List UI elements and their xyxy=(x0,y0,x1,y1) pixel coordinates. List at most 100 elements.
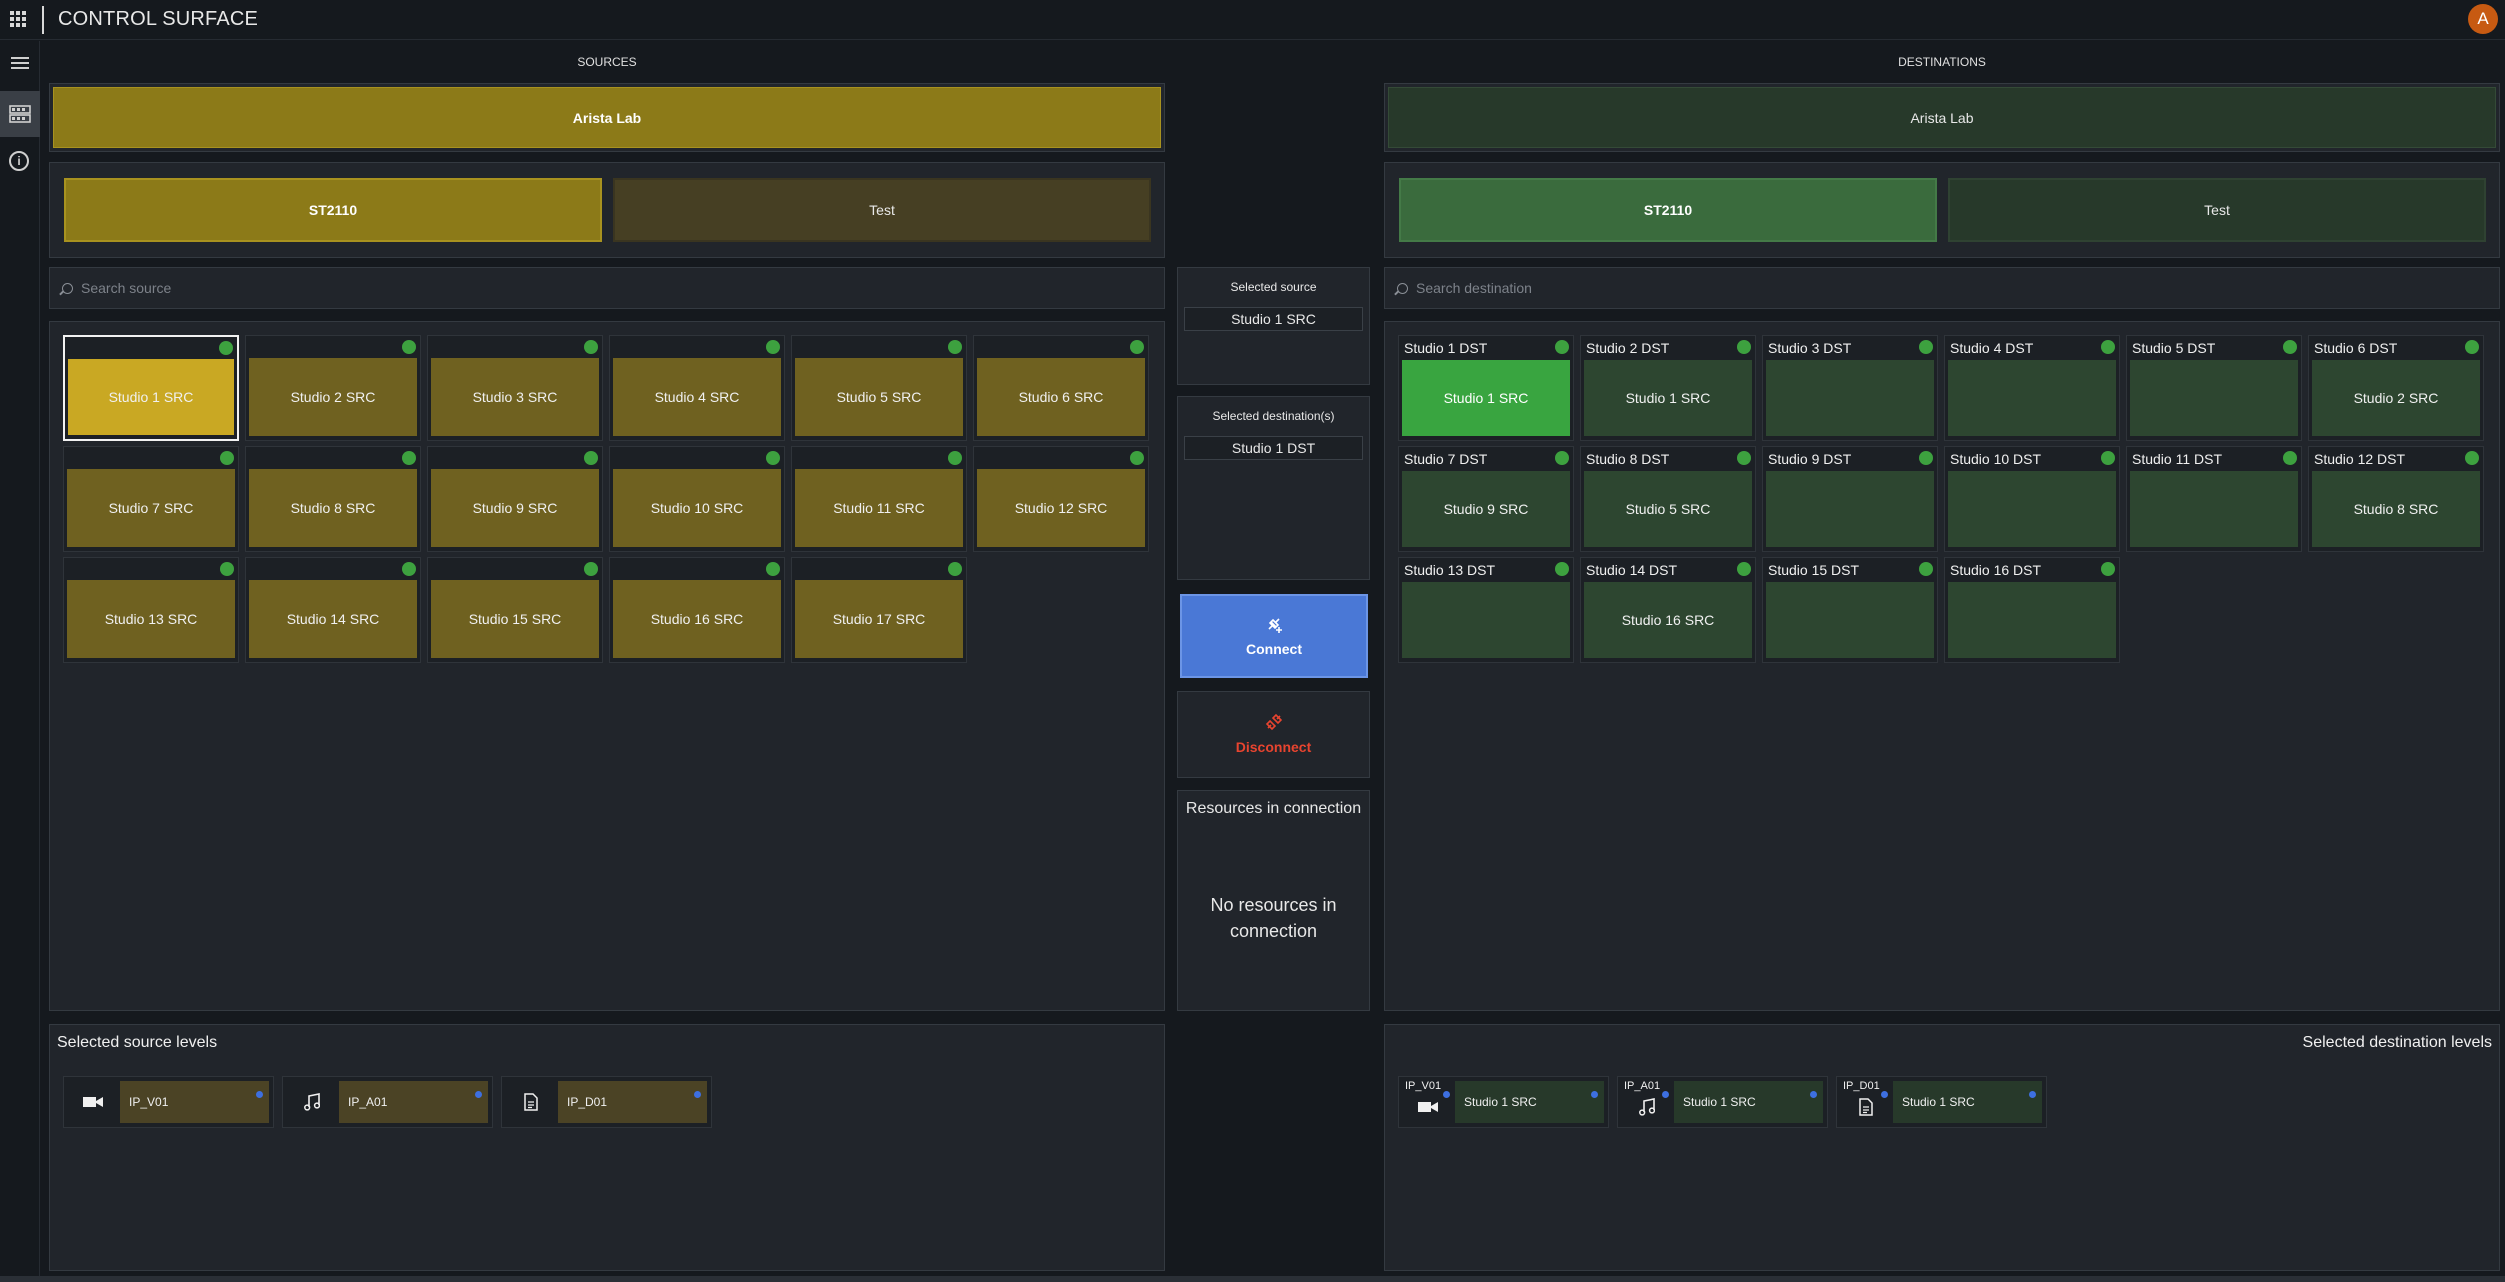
status-online-indicator xyxy=(220,562,234,576)
source-group-st2110[interactable]: ST2110 xyxy=(64,178,602,242)
destination-levels-title: Selected destination levels xyxy=(2302,1034,2492,1051)
destination-tile[interactable]: Studio 8 DST Studio 5 SRC xyxy=(1580,446,1756,552)
source-search-input[interactable] xyxy=(81,280,1073,296)
disconnect-button[interactable]: Disconnect xyxy=(1177,691,1370,778)
source-tile[interactable]: Studio 12 SRC xyxy=(973,446,1149,552)
destination-tile[interactable]: Studio 13 DST xyxy=(1398,557,1574,663)
source-level-item[interactable]: IP_V01 xyxy=(63,1076,274,1128)
destination-tile[interactable]: Studio 9 DST xyxy=(1762,446,1938,552)
destination-tile[interactable]: Studio 14 DST Studio 16 SRC xyxy=(1580,557,1756,663)
source-grid-panel: Studio 1 SRC Studio 2 SRC Studio 3 SRC Stud… xyxy=(49,321,1165,1011)
source-level-name-box: IP_V01 xyxy=(120,1081,269,1123)
selected-source-value: Studio 1 SRC xyxy=(1184,307,1363,331)
menu-button[interactable] xyxy=(0,41,40,87)
status-online-indicator xyxy=(1737,451,1751,465)
destination-levels-panel: Selected destination levels IP_V01 Studio… xyxy=(1384,1024,2500,1271)
source-tile[interactable]: Studio 7 SRC xyxy=(63,446,239,552)
destination-tile[interactable]: Studio 12 DST Studio 8 SRC xyxy=(2308,446,2484,552)
destination-level-routed: Studio 1 SRC xyxy=(1683,1095,1756,1109)
source-tile-label: Studio 17 SRC xyxy=(795,580,963,658)
destination-group-test[interactable]: Test xyxy=(1948,178,2486,242)
source-location-panel: Arista Lab xyxy=(49,83,1165,152)
destination-level-item[interactable]: IP_A01 Studio 1 SRC xyxy=(1617,1076,1828,1128)
source-location-button[interactable]: Arista Lab xyxy=(53,87,1161,148)
destination-tile[interactable]: Studio 16 DST xyxy=(1944,557,2120,663)
destination-level-item[interactable]: IP_D01 Studio 1 SRC xyxy=(1836,1076,2047,1128)
status-online-indicator xyxy=(948,562,962,576)
destination-level-item[interactable]: IP_V01 Studio 1 SRC xyxy=(1398,1076,1609,1128)
status-online-indicator xyxy=(1919,451,1933,465)
source-tile-label: Studio 3 SRC xyxy=(431,358,599,436)
source-level-item[interactable]: IP_A01 xyxy=(282,1076,493,1128)
source-group-test[interactable]: Test xyxy=(613,178,1151,242)
source-tile[interactable]: Studio 2 SRC xyxy=(245,335,421,441)
document-icon xyxy=(1841,1091,1891,1123)
destination-tile[interactable]: Studio 6 DST Studio 2 SRC xyxy=(2308,335,2484,441)
source-tile-label: Studio 9 SRC xyxy=(431,469,599,547)
control-surface-nav[interactable] xyxy=(0,91,40,137)
destination-tile-name: Studio 6 DST xyxy=(2314,340,2398,356)
destination-tile[interactable]: Studio 2 DST Studio 1 SRC xyxy=(1580,335,1756,441)
source-tile[interactable]: Studio 16 SRC xyxy=(609,557,785,663)
source-tile[interactable]: Studio 11 SRC xyxy=(791,446,967,552)
source-tile[interactable]: Studio 5 SRC xyxy=(791,335,967,441)
destination-routed-source xyxy=(1766,471,1934,547)
destination-search-bar xyxy=(1384,267,2500,309)
source-tile[interactable]: Studio 10 SRC xyxy=(609,446,785,552)
resources-panel: Resources in connection No resources in … xyxy=(1177,790,1370,1011)
destination-group-st2110[interactable]: ST2110 xyxy=(1399,178,1937,242)
source-tile-label: Studio 12 SRC xyxy=(977,469,1145,547)
source-level-item[interactable]: IP_D01 xyxy=(501,1076,712,1128)
level-status-dot xyxy=(1881,1091,1888,1098)
destination-tile[interactable]: Studio 4 DST xyxy=(1944,335,2120,441)
status-online-indicator xyxy=(1130,451,1144,465)
source-tile[interactable]: Studio 4 SRC xyxy=(609,335,785,441)
status-online-indicator xyxy=(2101,340,2115,354)
status-online-indicator xyxy=(1555,340,1569,354)
source-tile[interactable]: Studio 1 SRC xyxy=(63,335,239,441)
destination-level-tag: IP_A01 xyxy=(1624,1080,1661,1092)
source-tile[interactable]: Studio 13 SRC xyxy=(63,557,239,663)
destination-group-panel: ST2110 Test xyxy=(1384,162,2500,258)
destination-tile[interactable]: Studio 5 DST xyxy=(2126,335,2302,441)
title-divider xyxy=(42,6,44,34)
status-online-indicator xyxy=(948,451,962,465)
source-tile[interactable]: Studio 14 SRC xyxy=(245,557,421,663)
destination-search-input[interactable] xyxy=(1416,280,2408,296)
status-online-indicator xyxy=(948,340,962,354)
source-tile[interactable]: Studio 3 SRC xyxy=(427,335,603,441)
source-tile[interactable]: Studio 15 SRC xyxy=(427,557,603,663)
source-tile-label: Studio 15 SRC xyxy=(431,580,599,658)
source-tile[interactable]: Studio 9 SRC xyxy=(427,446,603,552)
destination-tile-name: Studio 8 DST xyxy=(1586,451,1670,467)
source-levels-panel: Selected source levels IP_V01 IP_A01 IP_D0… xyxy=(49,1024,1165,1271)
connect-button[interactable]: Connect xyxy=(1180,594,1368,678)
destination-tile[interactable]: Studio 7 DST Studio 9 SRC xyxy=(1398,446,1574,552)
destination-tile[interactable]: Studio 1 DST Studio 1 SRC xyxy=(1398,335,1574,441)
destination-tile[interactable]: Studio 10 DST xyxy=(1944,446,2120,552)
source-tile[interactable]: Studio 8 SRC xyxy=(245,446,421,552)
destination-tile-name: Studio 13 DST xyxy=(1404,562,1496,578)
app-launcher-icon[interactable] xyxy=(10,11,26,27)
destination-tile[interactable]: Studio 11 DST xyxy=(2126,446,2302,552)
destination-tile-name: Studio 11 DST xyxy=(2132,451,2223,467)
info-icon: i xyxy=(9,151,29,171)
music-note-icon xyxy=(1622,1091,1672,1123)
source-search-bar xyxy=(49,267,1165,309)
destination-tile-name: Studio 2 DST xyxy=(1586,340,1670,356)
destination-tile[interactable]: Studio 3 DST xyxy=(1762,335,1938,441)
source-level-name-box: IP_D01 xyxy=(558,1081,707,1123)
destination-tile[interactable]: Studio 15 DST xyxy=(1762,557,1938,663)
status-online-indicator xyxy=(766,340,780,354)
info-nav[interactable]: i xyxy=(0,137,40,183)
status-online-indicator xyxy=(1555,451,1569,465)
source-tile-label: Studio 1 SRC xyxy=(68,359,234,435)
user-avatar[interactable]: A xyxy=(2468,4,2498,34)
level-status-dot xyxy=(694,1091,701,1098)
search-icon xyxy=(1397,282,1408,294)
selected-source-label: Selected source xyxy=(1230,280,1317,294)
level-status-dot xyxy=(2029,1091,2036,1098)
source-tile[interactable]: Studio 6 SRC xyxy=(973,335,1149,441)
source-tile[interactable]: Studio 17 SRC xyxy=(791,557,967,663)
destination-location-button[interactable]: Arista Lab xyxy=(1388,87,2496,148)
